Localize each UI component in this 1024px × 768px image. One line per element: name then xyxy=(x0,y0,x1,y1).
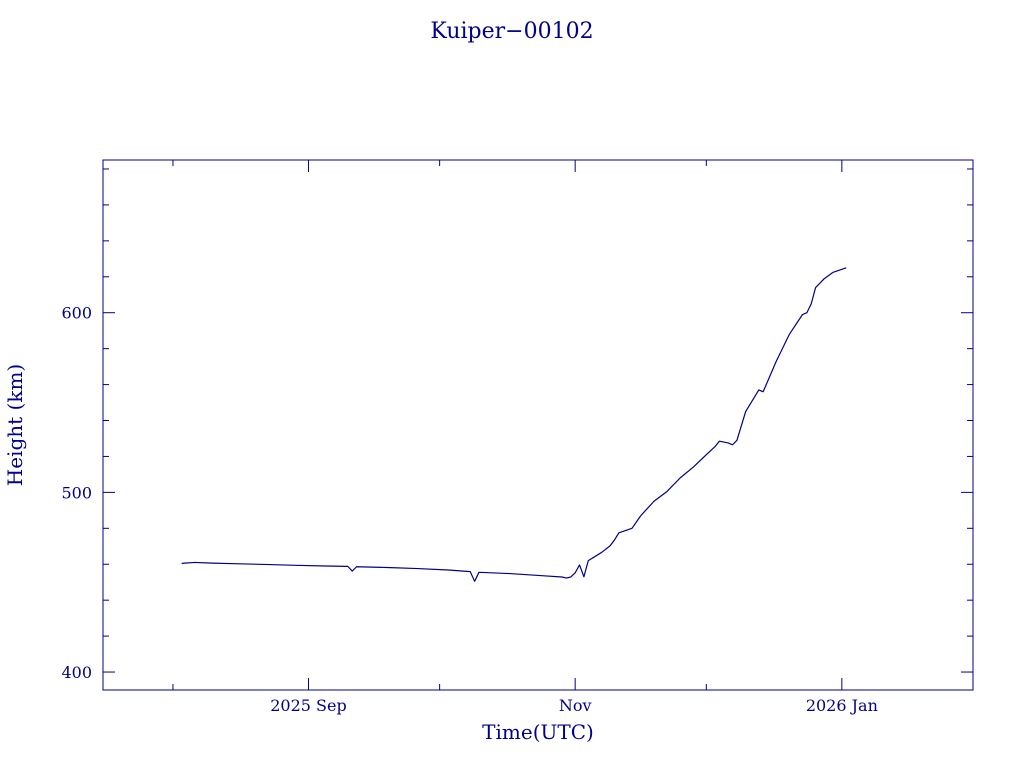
y-tick-label: 500 xyxy=(61,483,92,502)
x-tick-label: Nov xyxy=(559,696,592,715)
tick-labels: 400 500 600 2025 Sep Nov 2026 Jan xyxy=(61,304,877,715)
plot-frame xyxy=(102,159,974,691)
x-tick-label: 2026 Jan xyxy=(806,696,878,715)
series-line xyxy=(181,267,847,582)
y-tick-label: 600 xyxy=(61,304,92,323)
chart-title: Kuiper−00102 xyxy=(430,19,593,44)
y-tick-label: 400 xyxy=(61,663,92,682)
x-tick-label: 2025 Sep xyxy=(270,696,346,715)
axis-ticks xyxy=(103,160,973,690)
x-axis-title: Time(UTC) xyxy=(482,720,594,744)
y-axis-title: Height (km) xyxy=(3,364,27,486)
